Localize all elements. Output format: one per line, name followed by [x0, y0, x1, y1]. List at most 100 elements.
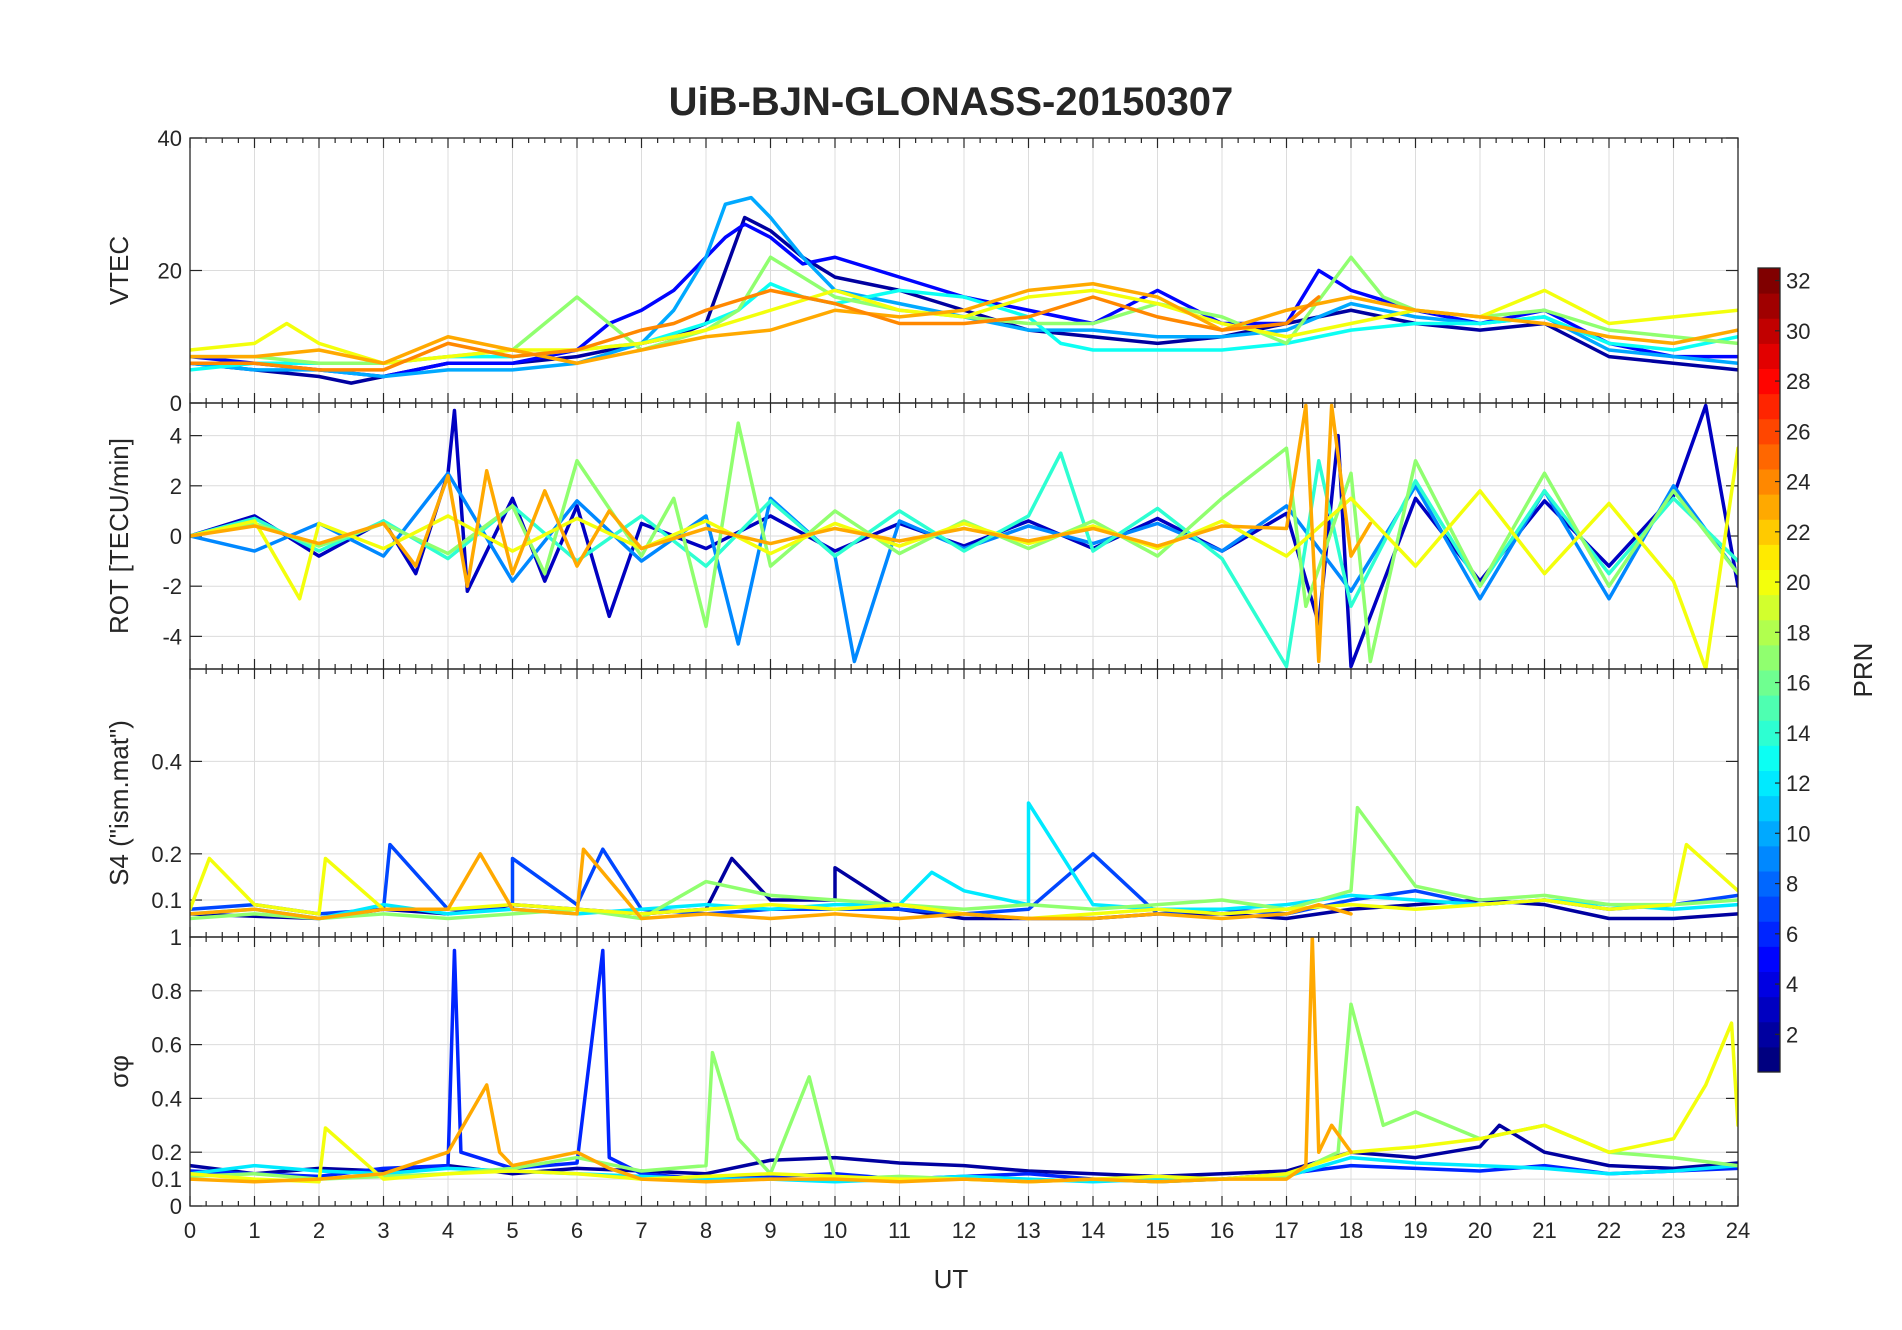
x-tick-label: 9	[764, 1218, 776, 1243]
y-axis-label: σφ	[104, 1055, 134, 1088]
colorbar-cell	[1758, 544, 1780, 571]
colorbar-cell	[1758, 896, 1780, 922]
y-axis-label: ROT [TECU/min]	[104, 438, 134, 634]
x-tick-label: 21	[1532, 1218, 1556, 1243]
chart-title: UiB-BJN-GLONASS-20150307	[669, 80, 1234, 124]
series-prn-20	[190, 446, 1738, 669]
x-tick-label: 20	[1468, 1218, 1492, 1243]
colorbar-tick-label: 12	[1786, 771, 1810, 796]
colorbar-cell	[1758, 469, 1780, 495]
x-tick-label: 19	[1403, 1218, 1427, 1243]
x-tick-label: 17	[1274, 1218, 1298, 1243]
colorbar-cell	[1758, 695, 1780, 721]
x-tick-label: 0	[184, 1218, 196, 1243]
x-tick-label: 5	[506, 1218, 518, 1243]
series-prn-12	[190, 1155, 1738, 1184]
colorbar-cell	[1758, 770, 1780, 797]
x-tick-label: 1	[248, 1218, 260, 1243]
colorbar-tick-label: 28	[1786, 369, 1810, 394]
y-tick-label: 1	[170, 925, 182, 950]
y-tick-label: 0	[170, 1194, 182, 1219]
y-tick-label: 0.8	[151, 979, 182, 1004]
x-tick-label: 8	[700, 1218, 712, 1243]
colorbar-tick-label: 10	[1786, 821, 1810, 846]
x-tick-label: 7	[635, 1218, 647, 1243]
y-tick-label: 0.1	[151, 1167, 182, 1192]
x-tick-label: 15	[1145, 1218, 1169, 1243]
colorbar-tick-label: 16	[1786, 671, 1810, 696]
panel-frame	[189, 936, 1739, 1207]
panel-series	[190, 801, 1738, 921]
series-prn-23	[190, 282, 1738, 365]
colorbar-cell	[1758, 795, 1780, 822]
x-tick-label: 11	[888, 1218, 911, 1243]
x-tick-label: 18	[1339, 1218, 1363, 1243]
x-tick-label: 22	[1597, 1218, 1621, 1243]
colorbar-tick-label: 14	[1786, 721, 1810, 746]
y-tick-label: 40	[158, 126, 182, 151]
x-tick-label: 24	[1726, 1218, 1750, 1243]
colorbar-tick-label: 30	[1786, 319, 1810, 344]
y-tick-label: 0.2	[151, 1140, 182, 1165]
colorbar-cell	[1758, 971, 1780, 998]
panel-1: 0 20 40 VTEC	[104, 126, 1739, 416]
panel-series	[190, 937, 1738, 1184]
y-tick-label: -4	[162, 624, 182, 649]
colorbar-cell	[1758, 418, 1780, 445]
colorbar-cell	[1758, 845, 1780, 872]
x-tick-label: 16	[1210, 1218, 1234, 1243]
x-axis: 0 1 2 3 4 5 6 7 8 9 10 11 12 13 14 15 16 17 18 19 20 21 22 23 24	[184, 1218, 1750, 1243]
colorbar-cell	[1758, 670, 1780, 696]
panel-2: -4 -2 0 2 4 ROT [TECU/min]	[104, 402, 1739, 670]
series-prn-9	[190, 471, 1738, 664]
series-prn-14	[190, 451, 1738, 669]
colorbar-cell	[1758, 569, 1780, 596]
series-prn-13	[190, 282, 1738, 372]
colorbar-tick-label: 6	[1786, 922, 1798, 947]
y-tick-label: 0.1	[151, 888, 182, 913]
colorbar-cell	[1758, 644, 1780, 671]
series-prn-17	[190, 805, 1738, 921]
colorbar-cell	[1758, 519, 1780, 545]
y-tick-label: 0.4	[151, 749, 182, 774]
colorbar-cell	[1758, 946, 1780, 973]
y-axis-label: VTEC	[104, 236, 134, 305]
colorbar-cell	[1758, 996, 1780, 1023]
colorbar-tick-label: 32	[1786, 269, 1810, 294]
y-tick-label: 0	[170, 524, 182, 549]
x-tick-label: 10	[823, 1218, 847, 1243]
series-prn-12	[190, 801, 1738, 921]
y-tick-label: 0.6	[151, 1033, 182, 1058]
series-prn-23	[190, 847, 1353, 921]
y-tick-label: -2	[162, 574, 182, 599]
x-tick-label: 3	[377, 1218, 389, 1243]
colorbar-frame	[1757, 267, 1781, 1073]
colorbar-cell	[1758, 368, 1780, 395]
colorbar-tick-label: 22	[1786, 520, 1810, 545]
colorbar-cell	[1758, 393, 1780, 420]
colorbar-cell	[1758, 293, 1780, 319]
x-tick-label: 13	[1016, 1218, 1040, 1243]
x-axis-label: UT	[934, 1264, 969, 1294]
panel-3: 0.1 0.2 0.4 S4 ("ism.mat")	[104, 668, 1739, 938]
colorbar-cell	[1758, 343, 1780, 370]
colorbar-cell	[1758, 443, 1780, 470]
series-prn-20	[190, 842, 1738, 921]
panel-series	[190, 195, 1738, 385]
y-tick-label: 4	[170, 424, 182, 449]
colorbar-cell	[1758, 268, 1780, 294]
colorbar-tick-label: 24	[1786, 470, 1810, 495]
colorbar-cell	[1758, 594, 1780, 621]
colorbar-cell	[1758, 1021, 1780, 1048]
series-prn-17	[190, 421, 1738, 664]
y-tick-label: 20	[158, 259, 182, 284]
y-tick-label: 0.4	[151, 1086, 182, 1111]
series-prn-23	[190, 403, 1373, 664]
panel-4: 00.10.2 0.4 0.6 0.8 1 σφ	[104, 925, 1739, 1219]
series-prn-7	[190, 842, 1738, 916]
x-tick-label: 12	[952, 1218, 976, 1243]
series-prn-2	[190, 1123, 1738, 1179]
colorbar-cell	[1758, 745, 1780, 772]
